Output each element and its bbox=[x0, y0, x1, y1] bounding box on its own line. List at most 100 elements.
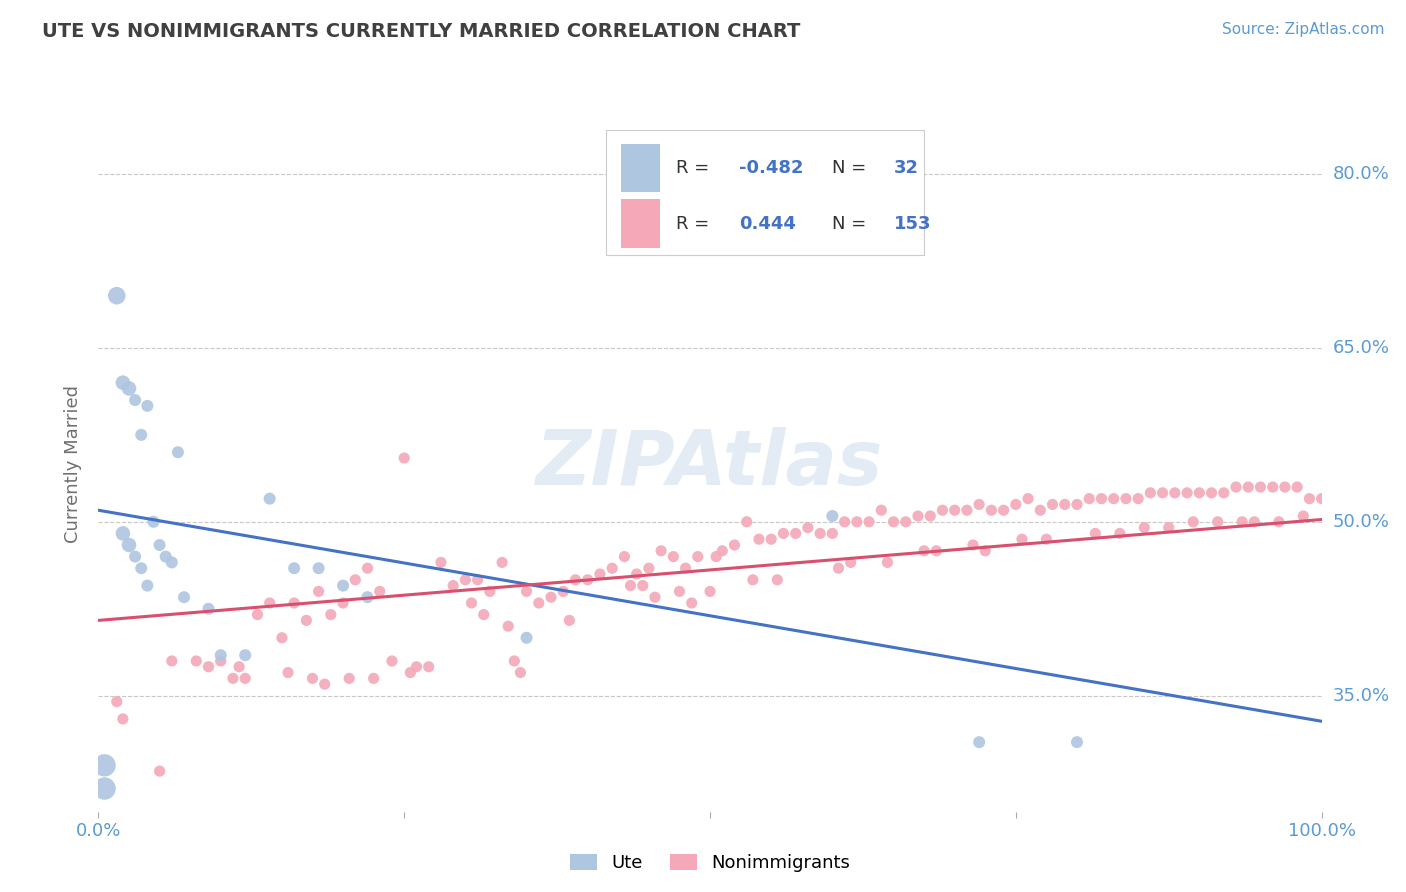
Point bbox=[600, 561, 623, 575]
Point bbox=[478, 584, 501, 599]
Point bbox=[821, 508, 844, 523]
Point bbox=[1182, 515, 1205, 529]
Point bbox=[956, 503, 979, 517]
Point bbox=[1310, 491, 1333, 506]
Point bbox=[368, 584, 391, 599]
Point bbox=[675, 561, 697, 575]
Point bbox=[1164, 485, 1187, 500]
Point bbox=[209, 648, 232, 662]
Point bbox=[363, 671, 385, 685]
Point bbox=[283, 561, 305, 575]
Point bbox=[124, 392, 146, 407]
Point bbox=[344, 573, 367, 587]
Point bbox=[337, 671, 360, 685]
Point bbox=[515, 584, 537, 599]
Text: 80.0%: 80.0% bbox=[1333, 165, 1389, 183]
Point bbox=[356, 561, 378, 575]
Point bbox=[1298, 491, 1320, 506]
Point bbox=[699, 584, 721, 599]
Point bbox=[160, 654, 183, 668]
Point bbox=[93, 781, 115, 796]
Point bbox=[155, 549, 177, 564]
Point bbox=[1237, 480, 1260, 494]
Point bbox=[993, 503, 1015, 517]
Point bbox=[631, 578, 654, 592]
Point bbox=[1261, 480, 1284, 494]
Point bbox=[1115, 491, 1137, 506]
Point bbox=[515, 631, 537, 645]
Point bbox=[589, 567, 612, 582]
Text: 32: 32 bbox=[893, 159, 918, 178]
Point bbox=[704, 549, 727, 564]
Point bbox=[1108, 526, 1130, 541]
Point bbox=[392, 450, 416, 465]
Point bbox=[962, 538, 984, 552]
Point bbox=[149, 538, 172, 552]
FancyBboxPatch shape bbox=[606, 130, 924, 255]
Point bbox=[1292, 508, 1315, 523]
Point bbox=[1078, 491, 1101, 506]
Point bbox=[967, 497, 990, 511]
Point bbox=[870, 503, 893, 517]
Point bbox=[142, 515, 165, 529]
Point bbox=[1274, 480, 1296, 494]
Point bbox=[332, 578, 354, 592]
Point bbox=[931, 503, 953, 517]
Point bbox=[111, 376, 134, 390]
Point bbox=[613, 549, 636, 564]
Point bbox=[912, 543, 935, 558]
Point bbox=[209, 654, 232, 668]
Point bbox=[1102, 491, 1125, 506]
Point bbox=[1286, 480, 1309, 494]
Point bbox=[1188, 485, 1211, 500]
Point bbox=[460, 596, 482, 610]
Point bbox=[1152, 485, 1174, 500]
Point bbox=[558, 614, 581, 628]
Point bbox=[1212, 485, 1234, 500]
Point bbox=[797, 520, 820, 534]
Point bbox=[233, 648, 256, 662]
Text: N =: N = bbox=[832, 159, 872, 178]
Text: N =: N = bbox=[832, 215, 872, 233]
Point bbox=[876, 555, 898, 569]
Point bbox=[858, 515, 880, 529]
Point bbox=[467, 573, 489, 587]
Point bbox=[766, 573, 789, 587]
Point bbox=[907, 508, 929, 523]
Point bbox=[228, 660, 250, 674]
Point bbox=[332, 596, 354, 610]
Point bbox=[503, 654, 526, 668]
Point bbox=[405, 660, 427, 674]
Point bbox=[295, 614, 318, 628]
Point bbox=[270, 631, 294, 645]
Point bbox=[136, 399, 159, 413]
Point bbox=[454, 573, 477, 587]
Point bbox=[1004, 497, 1026, 511]
Point bbox=[980, 503, 1002, 517]
Point bbox=[619, 578, 641, 592]
Point bbox=[301, 671, 323, 685]
Point bbox=[564, 573, 586, 587]
Point bbox=[277, 665, 299, 680]
Point bbox=[1066, 735, 1088, 749]
Text: 65.0%: 65.0% bbox=[1333, 339, 1389, 357]
Point bbox=[472, 607, 495, 622]
Point bbox=[118, 381, 141, 395]
Point bbox=[681, 596, 703, 610]
Point bbox=[259, 596, 281, 610]
Point bbox=[129, 561, 152, 575]
Point bbox=[686, 549, 709, 564]
Point bbox=[925, 543, 948, 558]
Text: 35.0%: 35.0% bbox=[1333, 687, 1391, 705]
Point bbox=[319, 607, 342, 622]
Bar bbox=[620, 144, 659, 193]
Text: R =: R = bbox=[676, 215, 714, 233]
Point bbox=[650, 543, 672, 558]
Point bbox=[894, 515, 917, 529]
Point bbox=[136, 578, 159, 592]
Point bbox=[111, 712, 134, 726]
Point bbox=[1157, 520, 1180, 534]
Point bbox=[845, 515, 868, 529]
Point bbox=[637, 561, 661, 575]
Point bbox=[748, 532, 770, 546]
